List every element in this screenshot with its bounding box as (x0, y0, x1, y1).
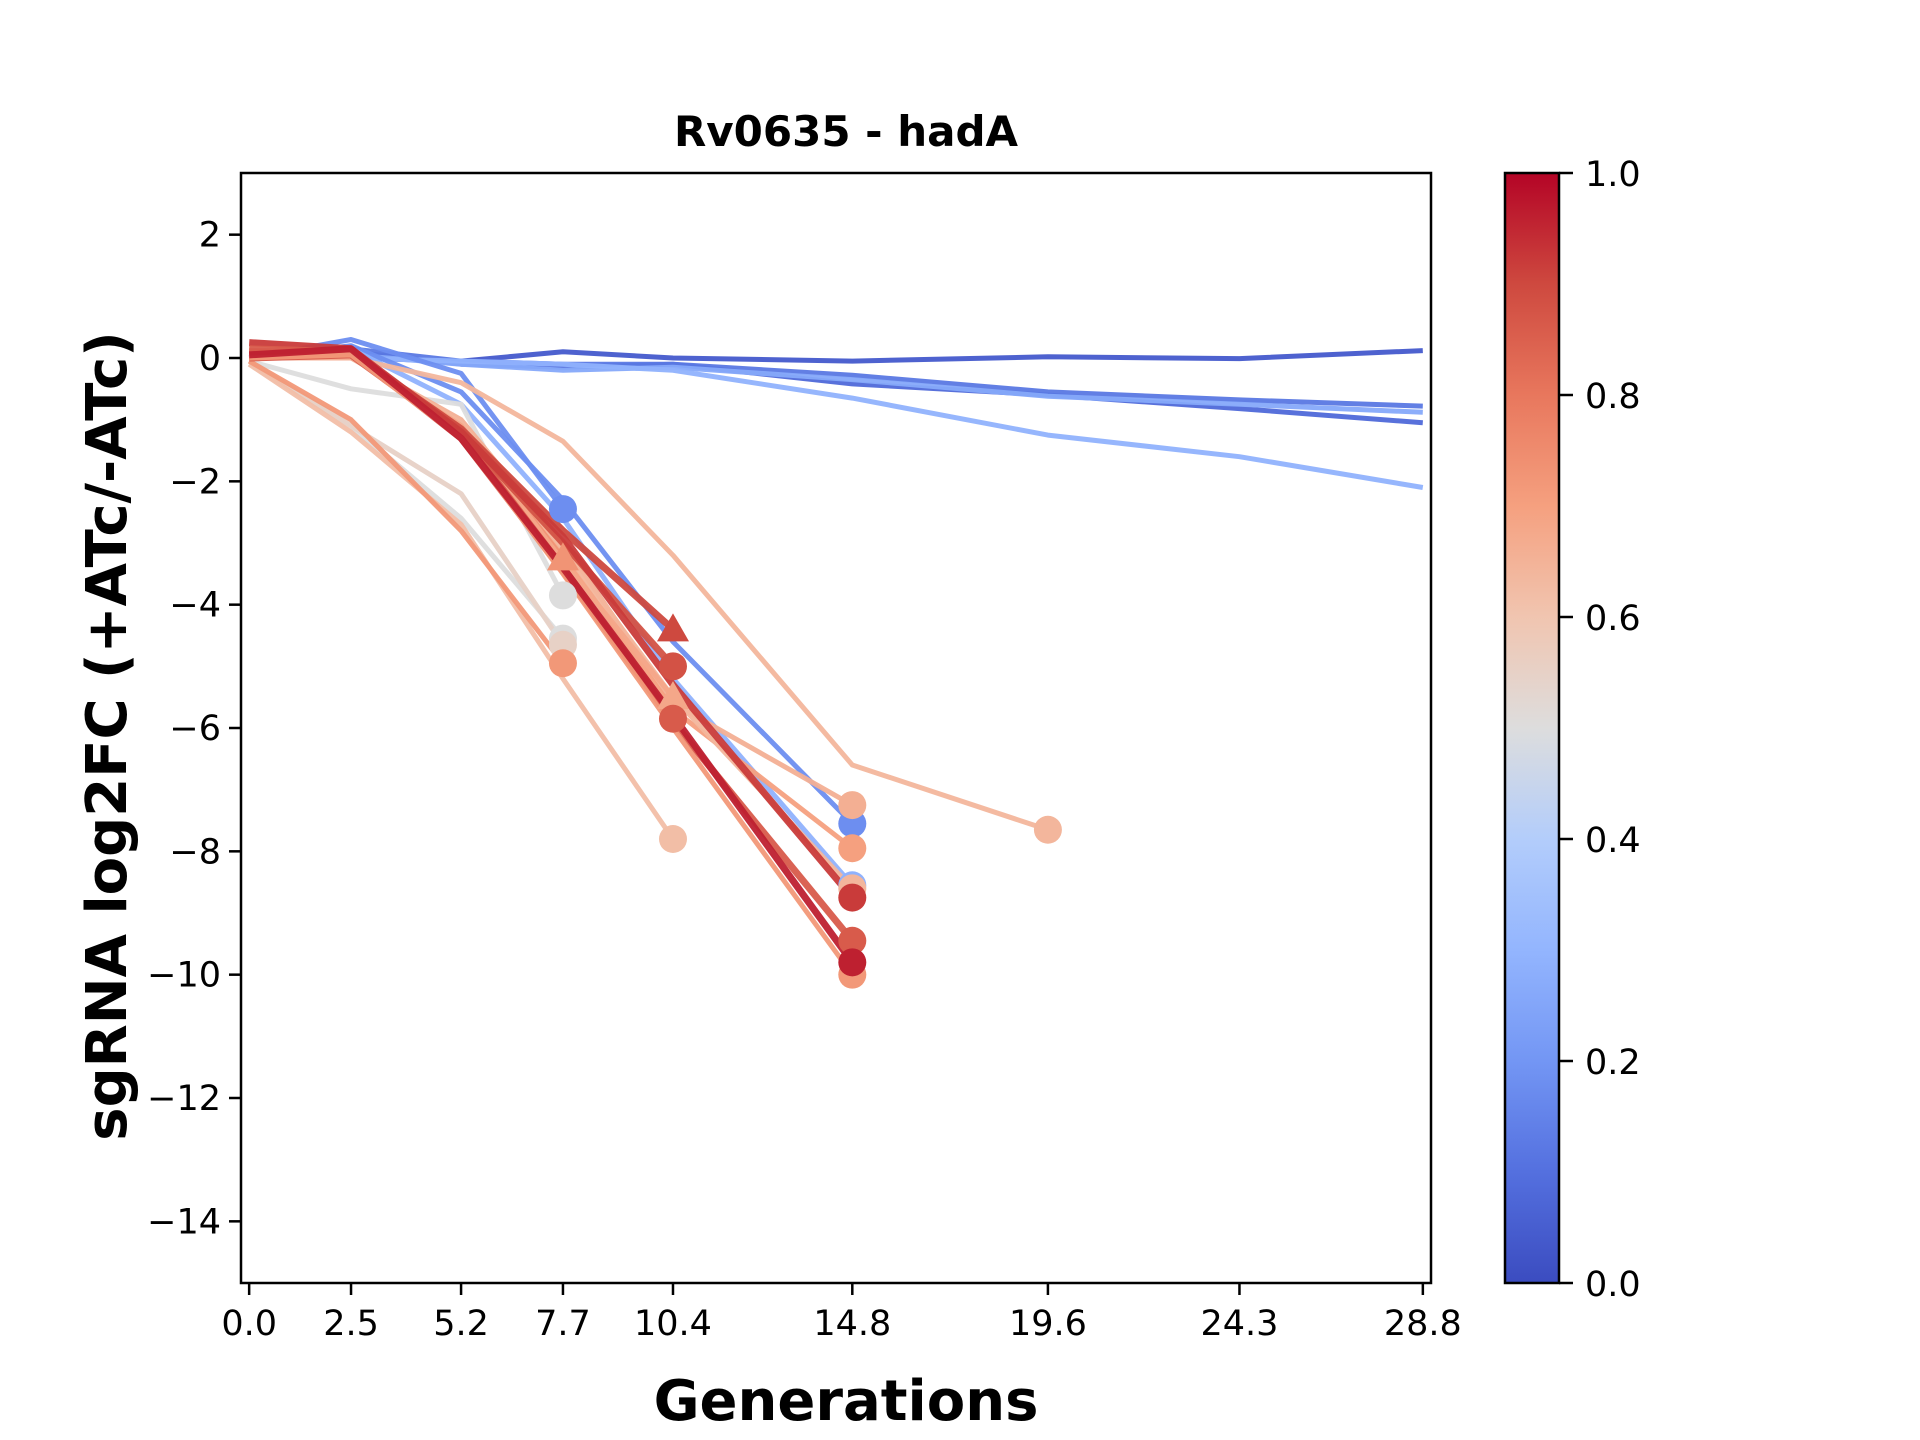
colorbar-ticks: 0.0 0.2 0.4 0.6 0.8 1.0 (1559, 155, 1641, 1305)
colorbar-tick-label: 0.2 (1585, 1043, 1641, 1083)
series-end-marker-23 (838, 883, 867, 912)
colorbar-tick-label: 1.0 (1585, 155, 1641, 195)
colorbar-gradient (1503, 171, 1561, 1285)
colorbar: 0.0 0.2 0.4 0.6 0.8 1.0 (1503, 155, 1641, 1305)
series-end-marker-6 (548, 495, 577, 524)
series-end-marker-26 (838, 948, 867, 977)
x-axis-label: Generations (654, 1369, 1039, 1434)
colorbar-tick-label: 0.8 (1585, 377, 1641, 417)
x-tick-label: 7.7 (535, 1304, 591, 1344)
series-end-marker-13 (548, 649, 577, 678)
x-tick-label: 24.3 (1200, 1304, 1278, 1344)
series-end-marker-19 (656, 681, 689, 710)
colorbar-tick-label: 0.6 (1585, 599, 1641, 639)
series-end-marker-16 (838, 834, 867, 863)
series-line-12 (247, 362, 676, 841)
x-tick-label: 5.2 (433, 1304, 489, 1344)
series-end-marker-24 (838, 926, 867, 955)
series-end-markers (546, 495, 1062, 989)
chart-title: Rv0635 - hadA (674, 107, 1019, 156)
y-tick-label: −12 (147, 1079, 221, 1119)
y-tick-label: −8 (169, 832, 221, 872)
series-end-marker-9 (548, 581, 577, 610)
colorbar-tick-label: 0.0 (1585, 1265, 1641, 1305)
y-tick-label: 2 (199, 216, 221, 256)
y-tick-label: −6 (169, 709, 221, 749)
x-tick-label: 10.4 (634, 1304, 712, 1344)
x-tick-label: 14.8 (813, 1304, 891, 1344)
series-end-marker-15 (838, 791, 867, 820)
series-line-26 (248, 345, 856, 965)
x-tick-label: 0.0 (221, 1304, 277, 1344)
series-end-marker-22 (658, 704, 687, 733)
x-tick-label: 2.5 (323, 1304, 379, 1344)
series-line-11 (247, 358, 566, 647)
series-end-marker-18 (546, 542, 579, 571)
series-lines (247, 337, 1424, 977)
x-tick-label: 28.8 (1384, 1304, 1462, 1344)
y-tick-label: −10 (147, 956, 221, 996)
series-end-marker-21 (658, 652, 687, 681)
x-tick-label: 19.6 (1009, 1304, 1087, 1344)
y-tick-label: −4 (169, 586, 221, 626)
y-axis-label: sgRNA log2FC (+ATc/-ATc) (75, 331, 140, 1141)
y-tick-label: −2 (169, 462, 221, 502)
y-tick-label: −14 (147, 1202, 221, 1242)
y-tick-label: 0 (199, 339, 221, 379)
colorbar-tick-label: 0.4 (1585, 821, 1641, 861)
series-end-marker-12 (658, 825, 687, 853)
series-line-13 (247, 358, 565, 665)
series-end-marker-14 (1033, 815, 1062, 844)
series-end-marker-20 (656, 613, 689, 642)
y-axis-ticks: 2 0 −2 −4 −6 −8 −10 −12 −14 (147, 216, 241, 1242)
x-axis-ticks: 0.0 2.5 5.2 7.7 10.4 14.8 19.6 24.3 28.8 (221, 1283, 1462, 1344)
